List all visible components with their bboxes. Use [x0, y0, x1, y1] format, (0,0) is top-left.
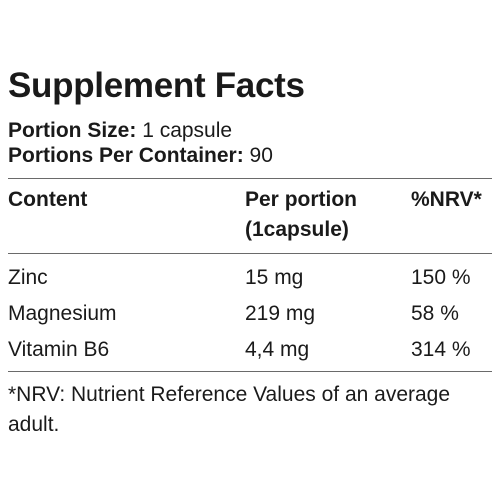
header-per-portion-line1: Per portion	[245, 188, 358, 211]
nutrient-amount: 4,4 mg	[245, 338, 310, 361]
nutrient-nrv: 314 %	[411, 338, 471, 361]
portions-per-container: Portions Per Container: 90	[8, 143, 492, 168]
header-content: Content	[8, 188, 88, 211]
footnote: *NRV: Nutrient Reference Values of an av…	[8, 383, 451, 436]
portions-per-container-label: Portions Per Container:	[8, 144, 244, 167]
divider	[8, 253, 492, 254]
nutrient-amount: 219 mg	[245, 302, 316, 325]
nutrient-nrv: 150 %	[411, 266, 471, 289]
divider	[8, 178, 492, 179]
header-per-portion: Per portion (1capsule)	[245, 185, 411, 245]
table-row: Vitamin B6 4,4 mg 314 %	[8, 332, 492, 371]
header-nrv: %NRV*	[411, 188, 482, 211]
table-row: Magnesium 219 mg 58 %	[8, 296, 492, 332]
portion-size-value: 1 capsule	[142, 119, 233, 142]
nutrient-name: Vitamin B6	[8, 338, 110, 361]
divider	[8, 371, 492, 372]
nutrient-name: Magnesium	[8, 302, 117, 325]
nutrient-name: Zinc	[8, 266, 48, 289]
page-title: Supplement Facts	[8, 66, 305, 105]
header-per-portion-line2: (1capsule)	[245, 218, 349, 241]
nutrient-nrv: 58 %	[411, 302, 459, 325]
table-row: Zinc 15 mg 150 %	[8, 254, 492, 296]
table-header: Content Per portion (1capsule) %NRV*	[8, 179, 492, 253]
portions-per-container-value: 90	[249, 144, 273, 167]
supplement-facts-panel: Supplement Facts Portion Size: 1 capsule…	[8, 64, 492, 440]
portion-size-label: Portion Size:	[8, 119, 137, 142]
portion-size: Portion Size: 1 capsule	[8, 118, 492, 143]
nutrient-amount: 15 mg	[245, 266, 304, 289]
